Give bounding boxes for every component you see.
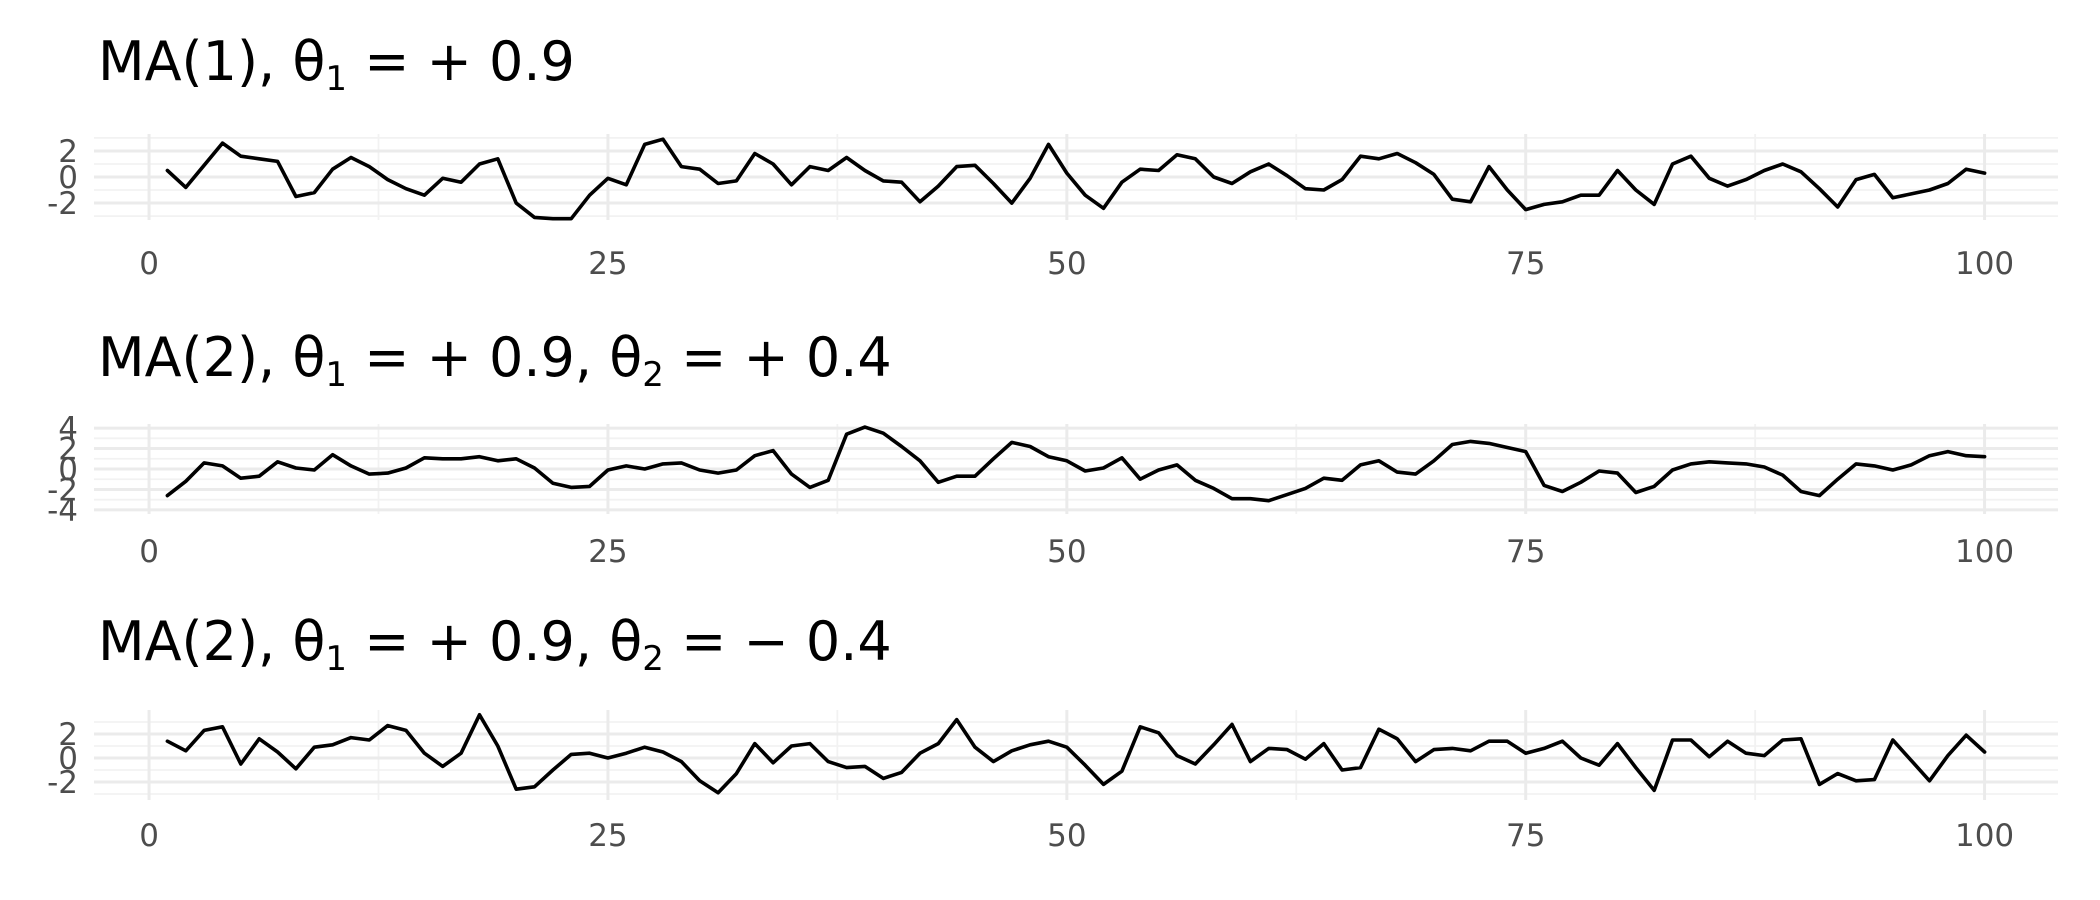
title-subscript: 2 xyxy=(642,355,664,395)
grid xyxy=(94,424,2058,514)
x-tick-label: 25 xyxy=(588,534,627,570)
panel-ma2-positive: MA(2), θ1 = + 0.9, θ2 = + 0.40 25 50 75 1004… xyxy=(47,326,2058,570)
y-tick-label: -2 xyxy=(47,186,78,222)
y-tick-label: 2 xyxy=(58,432,78,468)
title-part: = − 0.4 xyxy=(664,610,892,673)
x-tick-label: 0 xyxy=(139,818,159,854)
x-tick-label: 0 xyxy=(139,534,159,570)
x-tick-label: 75 xyxy=(1506,534,1545,570)
x-tick-label: 75 xyxy=(1506,246,1545,282)
x-tick-label: 100 xyxy=(1955,246,2014,282)
x-tick-label: 50 xyxy=(1047,534,1086,570)
title-part: MA(1), θ xyxy=(98,30,325,93)
y-tick-label: 0 xyxy=(58,160,78,196)
y-tick-label: 0 xyxy=(58,452,78,488)
panel-title: MA(1), θ1 = + 0.9 xyxy=(98,30,575,99)
panel-title: MA(2), θ1 = + 0.9, θ2 = + 0.4 xyxy=(98,326,892,395)
x-tick-label: 25 xyxy=(588,246,627,282)
title-subscript: 1 xyxy=(325,639,347,679)
y-tick-label: 0 xyxy=(58,741,78,777)
y-tick-label: -4 xyxy=(47,493,78,529)
y-tick-label: 4 xyxy=(58,411,78,447)
x-tick-label: 100 xyxy=(1955,534,2014,570)
grid xyxy=(94,134,2058,220)
title-part: = + 0.9, θ xyxy=(347,326,642,389)
panel-title: MA(2), θ1 = + 0.9, θ2 = − 0.4 xyxy=(98,610,892,679)
title-part: = + 0.9 xyxy=(347,30,575,93)
series-line xyxy=(165,425,1987,503)
y-tick-label: 2 xyxy=(58,134,78,170)
series-line xyxy=(165,712,1987,795)
title-part: = + 0.4 xyxy=(664,326,892,389)
title-part: = + 0.9, θ xyxy=(347,610,642,673)
title-subscript: 1 xyxy=(325,355,347,395)
x-tick-label: 0 xyxy=(139,246,159,282)
title-subscript: 1 xyxy=(325,59,347,99)
series-line xyxy=(165,137,1987,221)
y-tick-label: 2 xyxy=(58,717,78,753)
x-tick-label: 75 xyxy=(1506,818,1545,854)
title-part: MA(2), θ xyxy=(98,326,325,389)
panel-ma2-negative: MA(2), θ1 = + 0.9, θ2 = − 0.40 25 50 75 1002… xyxy=(47,610,2058,854)
x-tick-label: 50 xyxy=(1047,246,1086,282)
y-tick-label: -2 xyxy=(47,765,78,801)
x-tick-label: 100 xyxy=(1955,818,2014,854)
title-subscript: 2 xyxy=(642,639,664,679)
y-tick-label: -2 xyxy=(47,472,78,508)
x-tick-label: 50 xyxy=(1047,818,1086,854)
title-part: MA(2), θ xyxy=(98,610,325,673)
x-tick-label: 25 xyxy=(588,818,627,854)
